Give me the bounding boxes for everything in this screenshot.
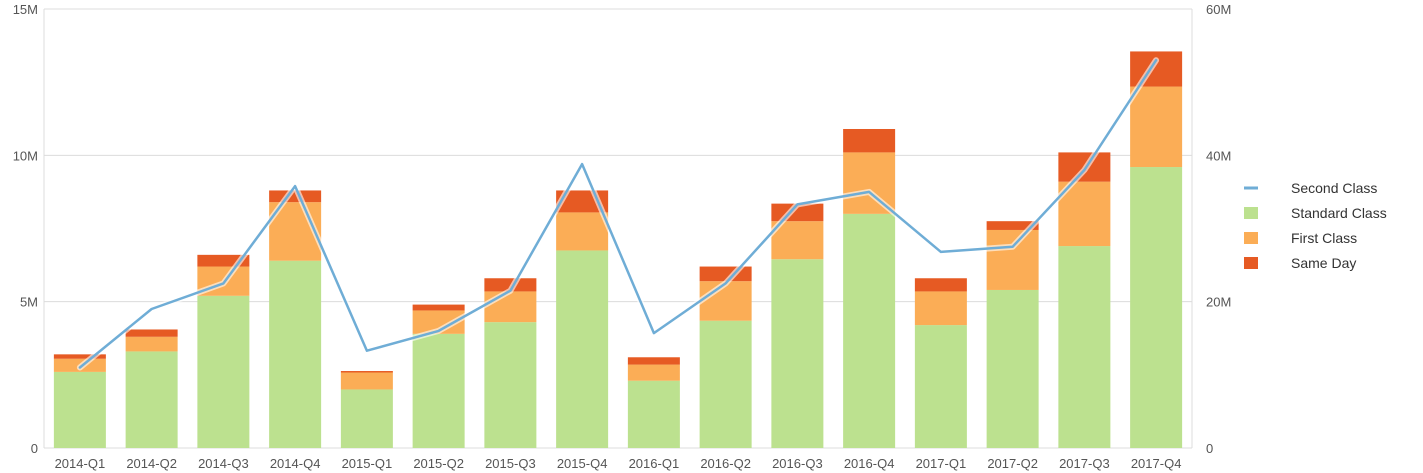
bar-standard-class	[269, 260, 322, 448]
x-tick-label: 2017-Q1	[916, 456, 967, 471]
bar-standard-class	[412, 333, 465, 448]
bar-first-class	[627, 364, 680, 381]
x-tick-label: 2015-Q4	[557, 456, 608, 471]
left-tick-label: 15M	[13, 2, 38, 17]
x-tick-label: 2017-Q2	[987, 456, 1038, 471]
bar-same-day	[1130, 51, 1183, 87]
x-tick-label: 2015-Q2	[413, 456, 464, 471]
bar-standard-class	[914, 325, 967, 448]
bar-standard-class	[556, 250, 609, 448]
bar-first-class	[125, 336, 178, 352]
legend-label-same-day: Same Day	[1291, 255, 1356, 271]
right-tick-label: 0	[1206, 441, 1213, 456]
left-tick-label: 5M	[20, 295, 38, 310]
legend-swatch-standard-class	[1244, 207, 1258, 219]
right-tick-label: 20M	[1206, 295, 1231, 310]
right-tick-label: 60M	[1206, 2, 1231, 17]
bar-same-day	[125, 329, 178, 337]
bar-first-class	[412, 310, 465, 334]
x-tick-label: 2016-Q3	[772, 456, 823, 471]
right-tick-label: 40M	[1206, 148, 1231, 163]
right-axis: 0 20M 40M 60M	[1206, 2, 1231, 456]
x-tick-label: 2016-Q4	[844, 456, 895, 471]
bar-same-day	[914, 278, 967, 292]
bar-standard-class	[484, 322, 537, 448]
bar-standard-class	[125, 351, 178, 448]
x-tick-label: 2017-Q3	[1059, 456, 1110, 471]
bar-standard-class	[843, 213, 896, 448]
bar-same-day	[53, 354, 106, 359]
left-tick-label: 10M	[13, 148, 38, 163]
x-tick-label: 2015-Q3	[485, 456, 536, 471]
bar-same-day	[340, 371, 393, 373]
left-tick-label: 0	[31, 441, 38, 456]
bar-first-class	[484, 291, 537, 323]
left-axis: 0 5M 10M 15M	[13, 2, 38, 456]
bar-same-day	[986, 221, 1039, 230]
bar-same-day	[843, 128, 896, 153]
bar-first-class	[986, 229, 1039, 290]
legend-label-standard-class: Standard Class	[1291, 205, 1387, 221]
line-second-class	[78, 58, 1158, 369]
bar-stacks	[53, 51, 1183, 449]
x-tick-label: 2014-Q4	[270, 456, 321, 471]
x-tick-label: 2017-Q4	[1131, 456, 1182, 471]
second-class-line	[76, 57, 1160, 371]
x-tick-label: 2014-Q2	[126, 456, 177, 471]
legend-swatch-same-day	[1244, 257, 1258, 269]
bar-standard-class	[699, 320, 752, 448]
legend-swatch-first-class	[1244, 232, 1258, 244]
bar-same-day	[269, 190, 322, 203]
bar-same-day	[627, 357, 680, 365]
bar-standard-class	[627, 380, 680, 448]
bar-standard-class	[340, 389, 393, 448]
bar-first-class	[699, 281, 752, 321]
bar-same-day	[197, 254, 250, 267]
x-tick-label: 2016-Q1	[629, 456, 680, 471]
x-tick-label: 2014-Q3	[198, 456, 249, 471]
bar-first-class	[340, 372, 393, 390]
bar-standard-class	[53, 371, 106, 448]
bar-first-class	[914, 291, 967, 326]
bar-first-class	[556, 212, 609, 251]
x-tick-label: 2014-Q1	[55, 456, 106, 471]
x-tick-label: 2016-Q2	[700, 456, 751, 471]
bar-first-class	[1130, 86, 1183, 168]
bar-standard-class	[1058, 246, 1111, 448]
bar-standard-class	[771, 259, 824, 448]
legend-label-first-class: First Class	[1291, 230, 1357, 246]
bar-same-day	[412, 304, 465, 311]
legend: Second Class Standard Class First Class Sam…	[1244, 180, 1387, 271]
x-axis: 2014-Q1 2014-Q2 2014-Q3 2014-Q4 2015-Q1 2015-…	[55, 456, 1182, 471]
bar-standard-class	[1130, 167, 1183, 449]
bar-standard-class	[197, 295, 250, 448]
x-tick-label: 2015-Q1	[342, 456, 393, 471]
bar-standard-class	[986, 289, 1039, 448]
legend-label-second-class: Second Class	[1291, 180, 1377, 196]
